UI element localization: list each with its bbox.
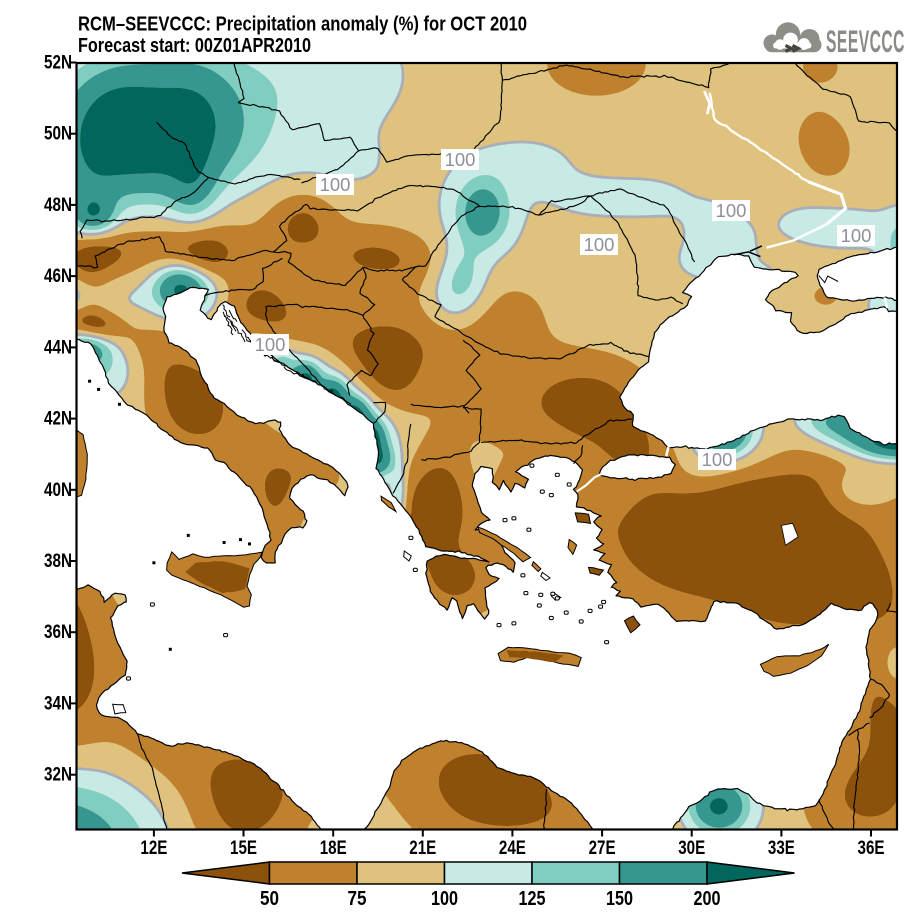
svg-text:125: 125 [519,888,546,910]
svg-text:27E: 27E [589,837,616,859]
svg-text:30E: 30E [678,837,705,859]
svg-text:100: 100 [320,174,351,195]
svg-text:100: 100 [255,334,286,355]
svg-text:24E: 24E [499,837,526,859]
svg-text:100: 100 [431,888,458,910]
svg-text:15E: 15E [230,837,257,859]
svg-text:50: 50 [260,888,279,910]
svg-text:75: 75 [348,888,367,910]
svg-text:100: 100 [702,449,733,470]
svg-text:36N: 36N [44,621,72,643]
svg-text:100: 100 [841,225,872,246]
svg-text:150: 150 [606,888,633,910]
svg-text:100: 100 [445,149,476,170]
svg-text:SEEVCCC: SEEVCCC [826,25,905,60]
svg-text:32N: 32N [44,764,72,786]
svg-text:RCM–SEEVCCC: Precipitation ano: RCM–SEEVCCC: Precipitation anomaly (%) f… [78,13,527,36]
svg-text:52N: 52N [44,52,72,74]
svg-text:48N: 48N [44,194,72,216]
svg-text:18E: 18E [320,837,347,859]
svg-text:Forecast start: 00Z01APR2010: Forecast start: 00Z01APR2010 [78,34,311,57]
svg-text:200: 200 [694,888,721,910]
svg-text:21E: 21E [409,837,436,859]
svg-text:34N: 34N [44,692,72,714]
svg-text:100: 100 [584,234,615,255]
svg-text:42N: 42N [44,408,72,430]
svg-text:46N: 46N [44,265,72,287]
svg-text:36E: 36E [858,837,885,859]
svg-text:50N: 50N [44,123,72,145]
svg-text:40N: 40N [44,479,72,501]
svg-text:33E: 33E [768,837,795,859]
svg-text:44N: 44N [44,336,72,358]
svg-text:38N: 38N [44,550,72,572]
svg-text:12E: 12E [140,837,167,859]
svg-text:100: 100 [716,200,747,221]
